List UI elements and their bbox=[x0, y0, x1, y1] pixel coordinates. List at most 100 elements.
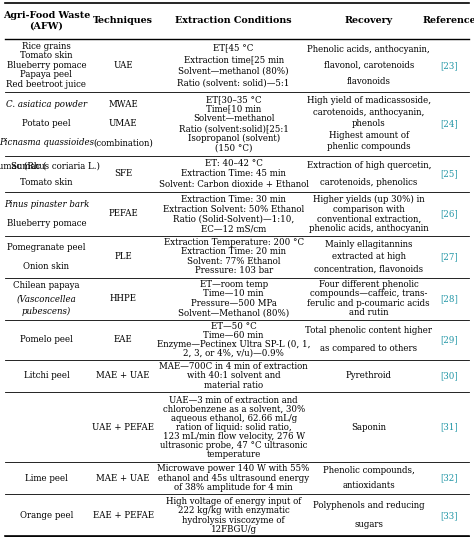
Text: Four different phenolic: Four different phenolic bbox=[319, 280, 419, 289]
Text: with 40:1 solvent and: with 40:1 solvent and bbox=[187, 371, 281, 381]
Text: aqueous ethanol, 62.66 mL/g: aqueous ethanol, 62.66 mL/g bbox=[171, 413, 297, 423]
Text: UAE + PEFAE: UAE + PEFAE bbox=[92, 423, 154, 432]
Text: MAE—700C in 4 min of extraction: MAE—700C in 4 min of extraction bbox=[159, 362, 308, 371]
Text: Chilean papaya: Chilean papaya bbox=[13, 281, 80, 291]
Text: temperature: temperature bbox=[207, 450, 261, 459]
Text: UMAE: UMAE bbox=[109, 119, 137, 128]
Text: Agri-Food Waste
(AFW): Agri-Food Waste (AFW) bbox=[3, 11, 90, 31]
Text: ultrasonic probe, 47 °C ultrasonic: ultrasonic probe, 47 °C ultrasonic bbox=[160, 440, 307, 450]
Text: [26]: [26] bbox=[440, 210, 458, 218]
Text: (150 °C): (150 °C) bbox=[215, 143, 253, 152]
Text: [28]: [28] bbox=[440, 294, 458, 303]
Text: Papaya peel: Papaya peel bbox=[20, 70, 73, 79]
Text: Phenolic compounds,: Phenolic compounds, bbox=[323, 466, 415, 475]
Text: C. asiatica powder: C. asiatica powder bbox=[6, 100, 87, 109]
Text: Pressure—500 MPa: Pressure—500 MPa bbox=[191, 299, 277, 308]
Text: Onion skin: Onion skin bbox=[23, 261, 70, 271]
Text: Time—10 min: Time—10 min bbox=[203, 289, 264, 299]
Text: Rice grains: Rice grains bbox=[22, 42, 71, 51]
Text: carotenoids, anthocyanin,: carotenoids, anthocyanin, bbox=[313, 108, 424, 116]
Text: [25]: [25] bbox=[440, 169, 458, 178]
Text: antioxidants: antioxidants bbox=[342, 481, 395, 490]
Text: Extraction time⁅25 min: Extraction time⁅25 min bbox=[183, 55, 284, 64]
Text: Enzyme—Pectinex Ultra SP-L (0, 1,: Enzyme—Pectinex Ultra SP-L (0, 1, bbox=[157, 340, 310, 349]
Text: (combination): (combination) bbox=[93, 139, 153, 148]
Text: Recovery: Recovery bbox=[345, 16, 393, 25]
Text: Saponin: Saponin bbox=[351, 423, 386, 432]
Text: Blueberry pomace: Blueberry pomace bbox=[7, 61, 86, 70]
Text: Extraction Temperature: 200 °C: Extraction Temperature: 200 °C bbox=[164, 238, 304, 247]
Text: conventional extraction,: conventional extraction, bbox=[317, 215, 421, 223]
Text: Tomato skin: Tomato skin bbox=[20, 51, 73, 60]
Text: MWAE: MWAE bbox=[109, 100, 138, 109]
Text: High voltage of energy input of: High voltage of energy input of bbox=[166, 497, 301, 506]
Text: HHPE: HHPE bbox=[110, 294, 137, 303]
Text: carotenoids, phenolics: carotenoids, phenolics bbox=[320, 178, 418, 186]
Text: extracted at high: extracted at high bbox=[332, 252, 406, 261]
Text: SFE: SFE bbox=[114, 169, 132, 178]
Text: [30]: [30] bbox=[440, 371, 458, 381]
Text: [31]: [31] bbox=[440, 423, 458, 432]
Text: Isopropanol (solvent): Isopropanol (solvent) bbox=[188, 134, 280, 143]
Text: Extraction Time: 20 min: Extraction Time: 20 min bbox=[181, 247, 286, 257]
Text: Solvent: 77% Ethanol: Solvent: 77% Ethanol bbox=[187, 257, 281, 266]
Text: Higher yields (up 30%) in: Higher yields (up 30%) in bbox=[313, 195, 425, 204]
Text: material ratio: material ratio bbox=[204, 381, 263, 390]
Text: Extraction Time: 45 min: Extraction Time: 45 min bbox=[181, 169, 286, 178]
Text: EC—12 mS/cm: EC—12 mS/cm bbox=[201, 224, 266, 233]
Text: 222 kg/kg with enzymatic: 222 kg/kg with enzymatic bbox=[178, 506, 290, 515]
Text: Sumac (Rhus coriaria L.): Sumac (Rhus coriaria L.) bbox=[0, 161, 100, 170]
Text: Pomegranate peel: Pomegranate peel bbox=[7, 243, 86, 252]
Text: Highest amount of: Highest amount of bbox=[328, 131, 409, 140]
Text: compounds—caffeic, trans-: compounds—caffeic, trans- bbox=[310, 289, 428, 299]
Text: [29]: [29] bbox=[440, 335, 458, 344]
Text: Extraction Conditions: Extraction Conditions bbox=[175, 16, 292, 25]
Text: 123 mL/min flow velocity, 276 W: 123 mL/min flow velocity, 276 W bbox=[163, 432, 305, 440]
Text: sugars: sugars bbox=[354, 520, 383, 529]
Text: and rutin: and rutin bbox=[349, 308, 389, 317]
Text: Solvent—methanol: Solvent—methanol bbox=[193, 114, 274, 123]
Text: Potato peel: Potato peel bbox=[22, 119, 71, 128]
Text: High yield of madicassoside,: High yield of madicassoside, bbox=[307, 96, 431, 105]
Text: MAE + UAE: MAE + UAE bbox=[97, 474, 150, 483]
Text: Time⁅10 min: Time⁅10 min bbox=[206, 105, 261, 114]
Text: ET⁅45 °C: ET⁅45 °C bbox=[213, 43, 254, 52]
Text: concentration, flavonoids: concentration, flavonoids bbox=[314, 265, 423, 274]
Text: Tomato skin: Tomato skin bbox=[20, 178, 73, 186]
Text: Total phenolic content higher: Total phenolic content higher bbox=[305, 326, 432, 335]
Text: Picnasma quassioides: Picnasma quassioides bbox=[0, 139, 94, 148]
Text: Lime peel: Lime peel bbox=[25, 474, 68, 483]
Text: as compared to others: as compared to others bbox=[320, 344, 417, 353]
Text: Reference: Reference bbox=[422, 16, 474, 25]
Text: ET—room temp: ET—room temp bbox=[200, 280, 268, 289]
Text: PLE: PLE bbox=[114, 252, 132, 261]
Text: EAE + PEFAE: EAE + PEFAE bbox=[93, 511, 154, 520]
Text: ethanol and 45s ultrasound energy: ethanol and 45s ultrasound energy bbox=[158, 474, 309, 483]
Text: [32]: [32] bbox=[440, 474, 458, 483]
Text: Techniques: Techniques bbox=[93, 16, 153, 25]
Text: ET⁅30–35 °C: ET⁅30–35 °C bbox=[206, 95, 262, 104]
Text: Pomelo peel: Pomelo peel bbox=[20, 335, 73, 344]
Text: UAE: UAE bbox=[113, 61, 133, 70]
Text: Time—60 min: Time—60 min bbox=[203, 330, 264, 340]
Text: Sumac (: Sumac ( bbox=[11, 161, 46, 170]
Text: ET—50 °C: ET—50 °C bbox=[211, 322, 256, 330]
Text: [24]: [24] bbox=[440, 119, 458, 128]
Text: Extraction of high quercetin,: Extraction of high quercetin, bbox=[307, 161, 431, 170]
Text: [33]: [33] bbox=[441, 511, 458, 520]
Text: (Vasconcellea: (Vasconcellea bbox=[17, 294, 76, 303]
Text: MAE + UAE: MAE + UAE bbox=[97, 371, 150, 381]
Text: Red beetroot juice: Red beetroot juice bbox=[7, 80, 86, 89]
Text: PEFAE: PEFAE bbox=[109, 210, 138, 218]
Text: Solvent—Methanol (80%): Solvent—Methanol (80%) bbox=[178, 308, 289, 317]
Text: comparison with: comparison with bbox=[333, 204, 405, 213]
Text: 2, 3, or 4%, v/u)—0.9%: 2, 3, or 4%, v/u)—0.9% bbox=[183, 349, 284, 358]
Text: Ratio (solvent:solid)⁅25:1: Ratio (solvent:solid)⁅25:1 bbox=[179, 124, 289, 133]
Text: pubescens): pubescens) bbox=[22, 307, 71, 316]
Text: chlorobenzene as a solvent, 30%: chlorobenzene as a solvent, 30% bbox=[163, 405, 305, 413]
Text: Litchi peel: Litchi peel bbox=[24, 371, 69, 381]
Text: ferulic and p-coumaric acids: ferulic and p-coumaric acids bbox=[308, 299, 430, 308]
Text: flavonoids: flavonoids bbox=[347, 77, 391, 86]
Text: EAE: EAE bbox=[114, 335, 133, 344]
Text: Pinus pinaster bark: Pinus pinaster bark bbox=[4, 199, 89, 209]
